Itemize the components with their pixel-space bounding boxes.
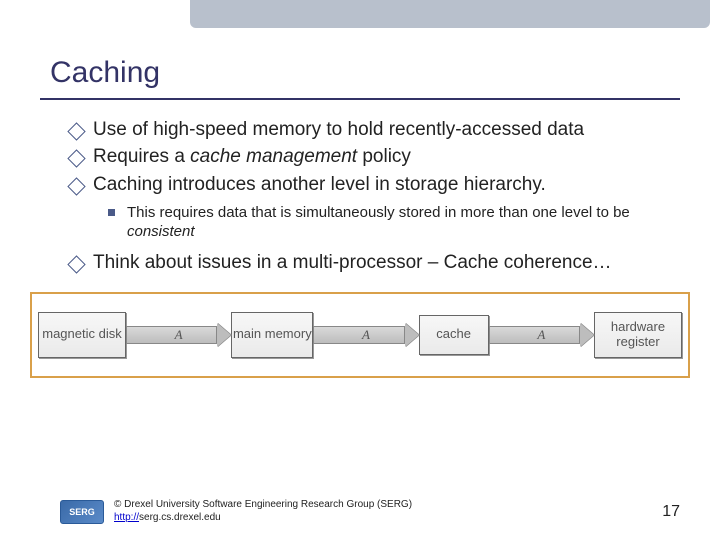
serg-logo: SERG (60, 500, 104, 524)
footer-url: http://serg.cs.drexel.edu (114, 512, 412, 525)
text-span: Requires a (93, 146, 190, 167)
italic-text: cache management (190, 146, 357, 167)
bullet-text: Think about issues in a multi-processor … (93, 251, 670, 275)
bullet-text: Requires a cache management policy (93, 145, 670, 169)
arrow: A (313, 323, 418, 347)
diamond-bullet-icon (67, 122, 85, 140)
arrow-head-icon (580, 323, 594, 347)
diagram-box-cache: cache (419, 315, 489, 355)
top-bar (190, 0, 710, 28)
copyright-block: © Drexel University Software Engineering… (114, 499, 412, 524)
arrow-shaft (489, 326, 580, 344)
square-bullet-icon (108, 209, 115, 216)
bullet-item: Requires a cache management policy (70, 145, 670, 169)
diagram-box-magnetic-disk: magnetic disk (38, 312, 126, 358)
bullet-item: Caching introduces another level in stor… (70, 173, 670, 197)
diamond-bullet-icon (67, 256, 85, 274)
sub-bullet-text: This requires data that is simultaneousl… (127, 203, 670, 241)
arrow-head-icon (217, 323, 231, 347)
slide-title: Caching (50, 56, 720, 90)
content-area: Use of high-speed memory to hold recentl… (70, 118, 670, 276)
url-rest: serg.cs.drexel.edu (139, 512, 221, 523)
copyright-text: © Drexel University Software Engineering… (114, 499, 412, 512)
bullet-text: Use of high-speed memory to hold recentl… (93, 118, 670, 142)
bullet-text: Caching introduces another level in stor… (93, 173, 670, 197)
page-number: 17 (662, 503, 680, 521)
arrow: A (489, 323, 594, 347)
arrow-head-icon (405, 323, 419, 347)
arrow: A (126, 323, 231, 347)
storage-hierarchy-diagram: magnetic disk A main memory A cache A ha… (30, 292, 690, 378)
url-link[interactable]: http:// (114, 512, 139, 523)
arrow-shaft (126, 326, 217, 344)
bullet-item: Think about issues in a multi-processor … (70, 251, 670, 275)
diagram-box-main-memory: main memory (231, 312, 313, 358)
diagram-box-hardware-register: hardware register (594, 312, 682, 358)
title-underline (40, 98, 680, 100)
italic-text: consistent (127, 223, 195, 240)
bullet-item: Use of high-speed memory to hold recentl… (70, 118, 670, 142)
arrow-label: A (537, 327, 545, 343)
arrow-label: A (362, 327, 370, 343)
arrow-shaft (313, 326, 404, 344)
diamond-bullet-icon (67, 177, 85, 195)
sub-bullet-item: This requires data that is simultaneousl… (108, 203, 670, 241)
footer: SERG © Drexel University Software Engine… (60, 499, 680, 524)
arrow-label: A (175, 327, 183, 343)
text-span: policy (357, 146, 411, 167)
diamond-bullet-icon (67, 150, 85, 168)
text-span: This requires data that is simultaneousl… (127, 204, 630, 221)
